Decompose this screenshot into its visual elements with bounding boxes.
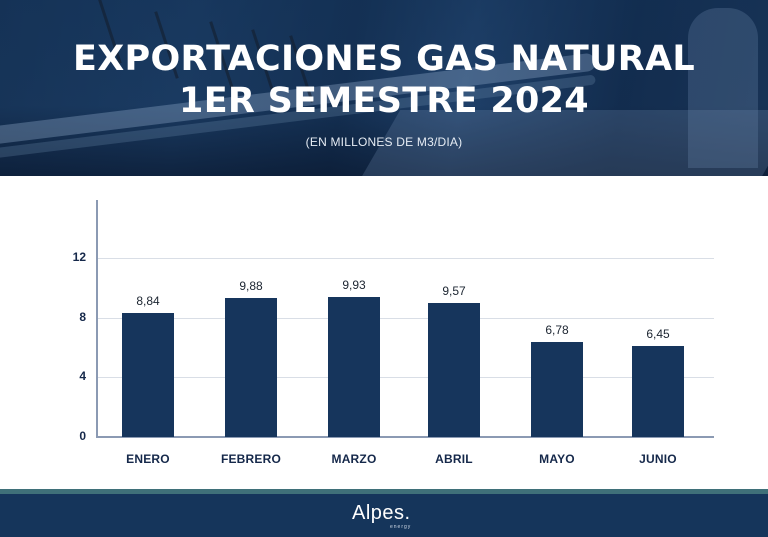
bar-value-label: 6,45 bbox=[646, 327, 670, 342]
footer: Alpes. energy bbox=[0, 494, 768, 537]
x-category-label: MAYO bbox=[539, 452, 575, 466]
y-tick-label: 0 bbox=[79, 429, 86, 443]
gridline bbox=[98, 377, 714, 379]
bar-febrero bbox=[225, 298, 277, 437]
gridline bbox=[98, 317, 714, 319]
bar-marzo bbox=[328, 297, 380, 437]
bar-mayo bbox=[531, 341, 583, 437]
alpes-energy-logo: Alpes. energy bbox=[352, 502, 411, 530]
bar-value-label: 9,93 bbox=[342, 278, 366, 293]
chart-title: EXPORTACIONES GAS NATURAL 1ER SEMESTRE 2… bbox=[0, 38, 768, 122]
x-category-label: ABRIL bbox=[435, 452, 473, 466]
y-tick-label: 4 bbox=[79, 369, 86, 384]
logo-subtext: energy bbox=[390, 524, 412, 530]
chart-title-line1: EXPORTACIONES GAS NATURAL bbox=[73, 39, 695, 79]
bar-chart: 0 4 8 12 8,84 ENERO 9,88 FEBRERO 9,93 MARZO 9,57 AB… bbox=[0, 176, 768, 489]
x-category-label: MARZO bbox=[331, 452, 377, 466]
chart-title-line2: 1ER SEMESTRE 2024 bbox=[179, 81, 589, 121]
x-axis bbox=[96, 436, 714, 438]
bar-value-label: 6,78 bbox=[545, 322, 569, 337]
bar-junio bbox=[632, 346, 684, 437]
y-tick-label: 8 bbox=[79, 309, 86, 324]
bar-enero bbox=[122, 312, 174, 437]
footer-accent-stripe bbox=[0, 489, 768, 495]
bar-value-label: 9,57 bbox=[442, 283, 466, 298]
chart-subtitle: (EN MILLONES DE M3/DIA) bbox=[305, 135, 463, 149]
gridline bbox=[98, 258, 714, 260]
bar-value-label: 8,84 bbox=[136, 293, 160, 308]
background-photo-tank bbox=[688, 8, 758, 168]
bar-value-label: 9,88 bbox=[239, 279, 263, 294]
x-category-label: FEBRERO bbox=[220, 452, 282, 466]
bar-abril bbox=[428, 302, 480, 437]
y-tick-label: 12 bbox=[72, 250, 86, 265]
x-category-label: JUNIO bbox=[639, 452, 677, 466]
x-category-label: ENERO bbox=[126, 452, 170, 466]
y-axis bbox=[96, 200, 98, 437]
logo-text: Alpes. bbox=[352, 502, 411, 524]
header-banner: EXPORTACIONES GAS NATURAL 1ER SEMESTRE 2… bbox=[0, 0, 768, 176]
